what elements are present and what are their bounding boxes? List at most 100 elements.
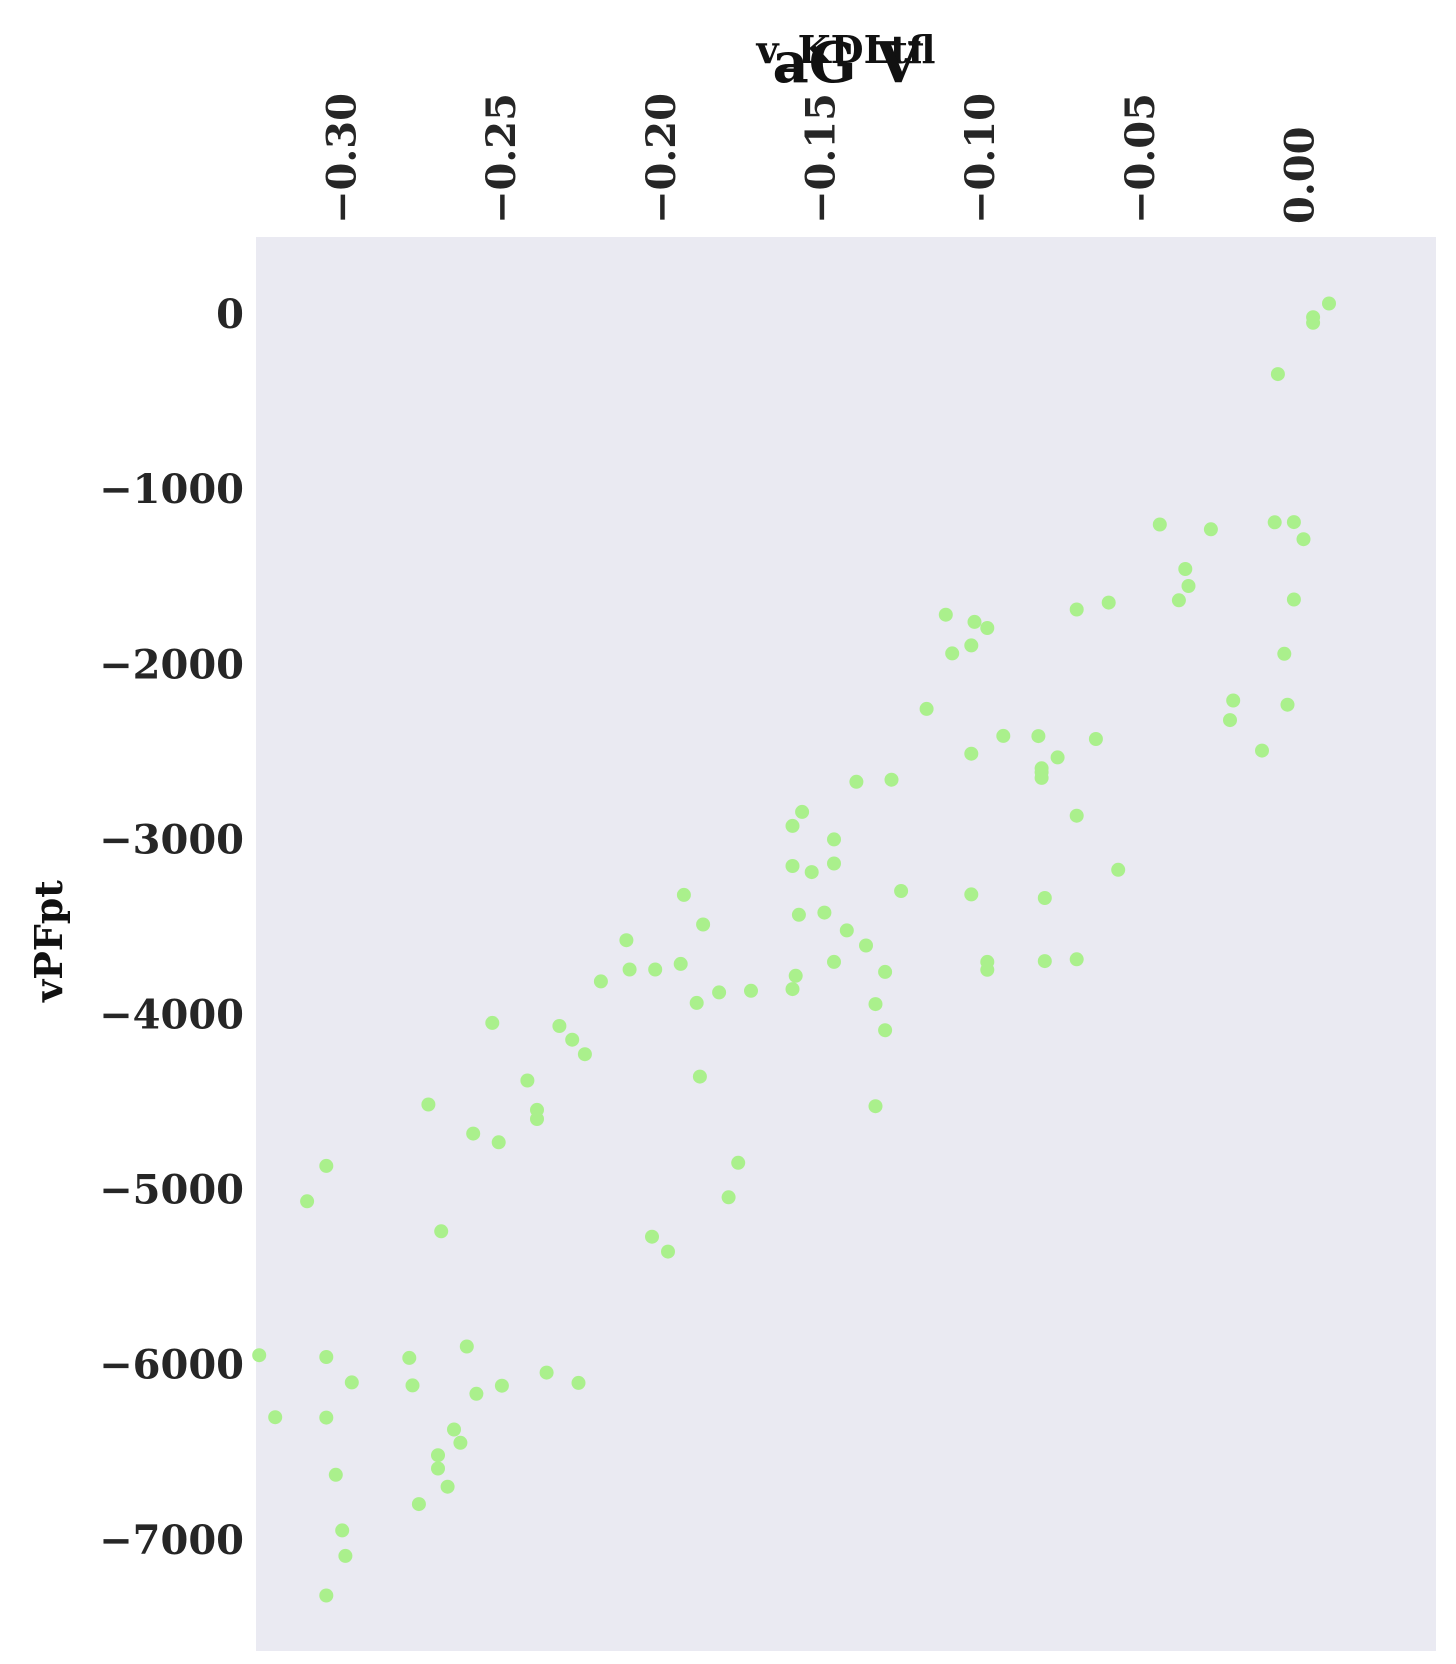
scatter-point bbox=[1296, 532, 1311, 547]
scatter-point bbox=[565, 1032, 580, 1047]
scatter-point bbox=[344, 1375, 359, 1390]
scatter-point bbox=[338, 1548, 353, 1563]
scatter-point bbox=[827, 832, 841, 847]
scatter-point bbox=[795, 804, 810, 819]
scatter-point bbox=[878, 1023, 893, 1038]
y-tick-label: −2000 bbox=[99, 641, 244, 688]
scatter-point bbox=[268, 1410, 283, 1425]
scatter-point bbox=[1203, 522, 1218, 537]
scatter-point bbox=[1223, 713, 1237, 728]
scatter-point bbox=[1069, 602, 1084, 617]
scatter-point bbox=[494, 1378, 509, 1393]
scatter-point bbox=[1277, 646, 1292, 661]
scatter-point bbox=[485, 1015, 500, 1030]
scatter-point bbox=[1178, 562, 1193, 576]
scatter-point bbox=[1280, 697, 1295, 712]
scatter-point bbox=[919, 701, 934, 716]
scatter-point bbox=[405, 1378, 420, 1393]
y-tick-label: 0 bbox=[216, 291, 244, 338]
scatter-point bbox=[491, 1135, 506, 1150]
scatter-point bbox=[593, 974, 608, 989]
scatter-point bbox=[868, 997, 883, 1012]
y-tick-label: −1000 bbox=[99, 466, 244, 513]
scatter-point bbox=[319, 1158, 334, 1173]
x-tick-label: −0.30 bbox=[318, 93, 365, 224]
scatter-point bbox=[785, 859, 800, 873]
scatter-point bbox=[827, 856, 841, 871]
scatter-point bbox=[571, 1375, 586, 1390]
scatter-points bbox=[252, 296, 1336, 1603]
scatter-point bbox=[884, 772, 899, 787]
scatter-point bbox=[817, 905, 832, 920]
scatter-point bbox=[731, 1155, 746, 1170]
scatter-point bbox=[328, 1467, 343, 1482]
y-tick-label: −3000 bbox=[99, 816, 244, 863]
scatter-point bbox=[673, 956, 688, 971]
scatter-point bbox=[878, 964, 893, 979]
scatter-point bbox=[964, 887, 979, 902]
scatter-point bbox=[894, 884, 909, 898]
scatter-point bbox=[712, 985, 727, 1000]
scatter-point bbox=[1152, 517, 1167, 532]
scatter-point bbox=[319, 1588, 334, 1603]
scatter-point bbox=[1286, 515, 1301, 530]
scatter-point bbox=[938, 607, 953, 622]
scatter-point bbox=[1286, 592, 1301, 607]
x-tick-label: −0.05 bbox=[1117, 93, 1164, 224]
scatter-point bbox=[1069, 952, 1084, 967]
scatter-point bbox=[980, 962, 995, 977]
scatter-point bbox=[744, 983, 758, 998]
scatter-point bbox=[945, 646, 960, 661]
scatter-point bbox=[1101, 595, 1116, 610]
scatter-point bbox=[648, 962, 663, 977]
scatter-point bbox=[252, 1348, 267, 1363]
scatter-point bbox=[964, 638, 979, 653]
scatter-point bbox=[868, 1099, 883, 1114]
scatter-point bbox=[431, 1461, 445, 1476]
scatter-point bbox=[1037, 891, 1052, 905]
scatter-point bbox=[1037, 954, 1052, 969]
scatter-point bbox=[319, 1350, 334, 1364]
x-tick-label: −0.15 bbox=[797, 93, 844, 224]
scatter-point bbox=[1088, 732, 1103, 746]
plot-area bbox=[256, 237, 1436, 1651]
scatter-point bbox=[577, 1047, 592, 1062]
chart-title: aG V bbox=[772, 30, 921, 96]
scatter-point bbox=[1171, 593, 1186, 608]
scatter-point bbox=[692, 1069, 707, 1084]
scatter-point bbox=[661, 1244, 675, 1259]
scatter-point bbox=[827, 954, 841, 969]
y-tick-label: −4000 bbox=[99, 991, 244, 1038]
scatter-point bbox=[849, 774, 864, 789]
scatter-point bbox=[859, 938, 873, 953]
scatter-point bbox=[530, 1112, 544, 1126]
scatter-point bbox=[721, 1190, 736, 1205]
scatter-point bbox=[552, 1019, 567, 1033]
scatter-point bbox=[1255, 743, 1269, 758]
scatter-point bbox=[1031, 729, 1046, 744]
scatter-point bbox=[1069, 808, 1084, 823]
scatter-point bbox=[676, 887, 691, 902]
scatter-point bbox=[453, 1435, 468, 1450]
scatter-point bbox=[839, 923, 854, 938]
scatter-point bbox=[402, 1350, 417, 1365]
scatter-point bbox=[967, 614, 982, 629]
scatter-point bbox=[411, 1497, 426, 1512]
scatter-point bbox=[980, 621, 995, 635]
scatter-point bbox=[791, 907, 806, 922]
scatter-point bbox=[1050, 750, 1065, 765]
x-tick-label: −0.20 bbox=[638, 93, 685, 224]
scatter-point bbox=[1111, 862, 1126, 877]
scatter-point bbox=[788, 968, 803, 983]
scatter-point bbox=[622, 962, 637, 977]
scatter-point bbox=[645, 1229, 659, 1244]
scatter-point bbox=[964, 746, 979, 761]
scatter-point bbox=[447, 1422, 461, 1437]
scatter-point bbox=[689, 995, 704, 1010]
y-axis-label: vPFpt bbox=[26, 880, 71, 1003]
x-tick-labels: −0.30 −0.25 −0.20 −0.15 −0.10 −0.05 0.00 bbox=[318, 93, 1323, 224]
x-axis-label: v_KDLtfl bbox=[756, 27, 936, 72]
scatter-point bbox=[300, 1194, 315, 1209]
scatter-point bbox=[335, 1523, 350, 1538]
scatter-point bbox=[996, 728, 1011, 743]
